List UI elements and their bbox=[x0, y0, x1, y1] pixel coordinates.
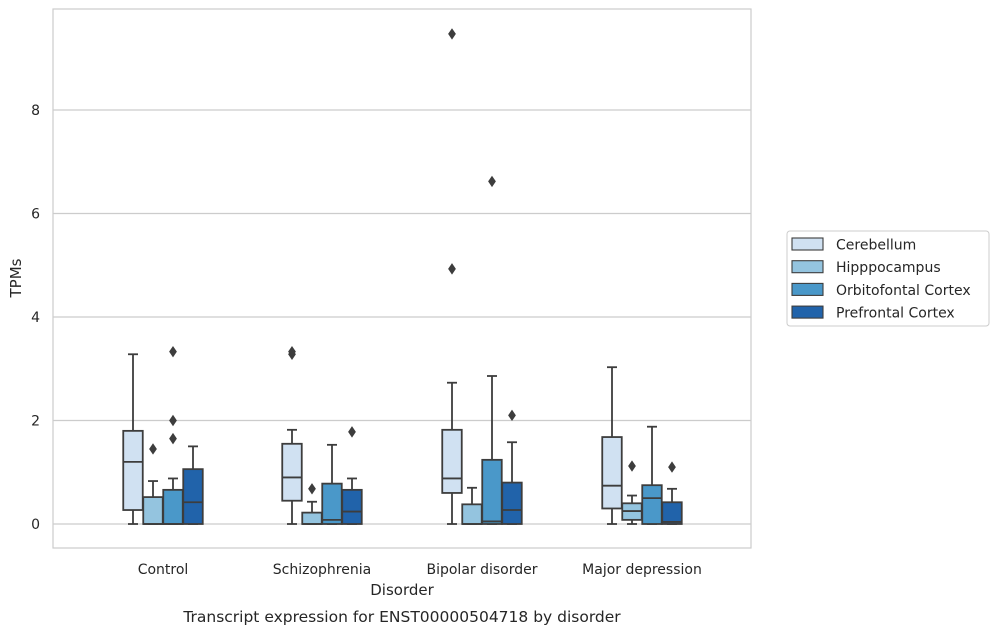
box-cerebellum-control bbox=[122, 353, 144, 525]
box-cerebellum-bipolar-disorder bbox=[441, 28, 463, 525]
legend-swatch bbox=[791, 260, 824, 274]
box-prefrontal-cortex-major-depression bbox=[661, 461, 683, 525]
outlier-point bbox=[628, 460, 636, 472]
box-cerebellum-major-depression bbox=[601, 366, 623, 525]
box-iqr bbox=[441, 428, 463, 494]
box-iqr bbox=[501, 481, 523, 525]
box-iqr bbox=[142, 496, 164, 525]
box-cerebellum-schizophrenia bbox=[281, 345, 303, 525]
chart-caption: Transcript expression for ENST0000050471… bbox=[182, 608, 621, 626]
box-prefrontal-cortex-bipolar-disorder bbox=[501, 409, 523, 525]
box-hipppocampus-bipolar-disorder bbox=[461, 486, 483, 525]
x-tick-label: Major depression bbox=[582, 562, 702, 578]
y-tick-label: 6 bbox=[31, 207, 40, 223]
outlier-point bbox=[169, 345, 177, 358]
legend-frame bbox=[786, 230, 990, 327]
boxes bbox=[122, 28, 683, 525]
box-iqr bbox=[341, 488, 363, 525]
y-tick-label: 4 bbox=[31, 310, 40, 326]
outlier-point bbox=[169, 414, 177, 427]
legend-label: Orbitofontal Cortex bbox=[836, 283, 971, 299]
legend-swatch bbox=[791, 237, 824, 251]
box-iqr bbox=[162, 488, 184, 525]
outlier-point bbox=[348, 426, 356, 438]
box-iqr bbox=[182, 468, 204, 525]
legend: Cerebellum Hipppocampus Orbitofontal Corte… bbox=[786, 230, 990, 327]
y-tick-label: 8 bbox=[31, 103, 40, 119]
legend-item: Hipppocampus bbox=[791, 260, 941, 276]
outlier-point bbox=[288, 345, 296, 358]
box-iqr bbox=[601, 436, 623, 510]
legend-item: Cerebellum bbox=[791, 237, 916, 254]
box-hipppocampus-major-depression bbox=[621, 460, 643, 525]
box-orbitofontal-cortex-major-depression bbox=[641, 425, 663, 525]
box-orbitofontal-cortex-bipolar-disorder bbox=[481, 175, 503, 525]
x-tick-label: Bipolar disorder bbox=[426, 562, 537, 578]
box-iqr bbox=[321, 482, 343, 525]
x-tick-labels: Control Schizophrenia Bipolar disorder Majo… bbox=[138, 562, 702, 578]
box-hipppocampus-schizophrenia bbox=[301, 483, 323, 525]
plot-frame bbox=[52, 8, 752, 549]
y-tick-labels: 0 2 4 6 8 bbox=[31, 103, 40, 533]
box-prefrontal-cortex-schizophrenia bbox=[341, 426, 363, 525]
legend-item: Orbitofontal Cortex bbox=[791, 282, 971, 299]
legend-label: Hipppocampus bbox=[836, 260, 941, 276]
box-orbitofontal-cortex-control bbox=[162, 345, 184, 525]
outlier-point bbox=[308, 483, 316, 495]
outlier-point bbox=[149, 443, 157, 455]
legend-label: Cerebellum bbox=[836, 238, 916, 254]
outlier-point bbox=[508, 409, 516, 422]
box-iqr bbox=[301, 511, 323, 525]
outlier-point bbox=[169, 432, 177, 445]
box-orbitofontal-cortex-schizophrenia bbox=[321, 443, 343, 525]
box-iqr bbox=[661, 501, 683, 525]
legend-swatch bbox=[791, 282, 824, 296]
gridlines bbox=[53, 109, 751, 525]
legend-label: Prefrontal Cortex bbox=[836, 306, 955, 322]
legend-item: Prefrontal Cortex bbox=[791, 305, 955, 322]
outlier-point bbox=[668, 461, 676, 473]
x-tick-label: Control bbox=[138, 562, 189, 578]
outlier-point bbox=[448, 263, 456, 275]
y-tick-label: 0 bbox=[31, 517, 40, 533]
legend-swatch bbox=[791, 305, 824, 319]
y-tick-label: 2 bbox=[31, 414, 40, 430]
box-iqr bbox=[481, 458, 503, 525]
outlier-point bbox=[448, 28, 456, 40]
box-iqr bbox=[122, 429, 144, 511]
box-iqr bbox=[641, 484, 663, 525]
box-prefrontal-cortex-control bbox=[182, 445, 204, 525]
y-axis-label: TPMs bbox=[7, 258, 25, 298]
x-tick-label: Schizophrenia bbox=[273, 562, 371, 578]
box-iqr bbox=[461, 503, 483, 525]
box-hipppocampus-control bbox=[142, 443, 164, 525]
box-iqr bbox=[281, 442, 303, 502]
outlier-point bbox=[488, 175, 496, 188]
x-axis-label: Disorder bbox=[370, 581, 434, 599]
